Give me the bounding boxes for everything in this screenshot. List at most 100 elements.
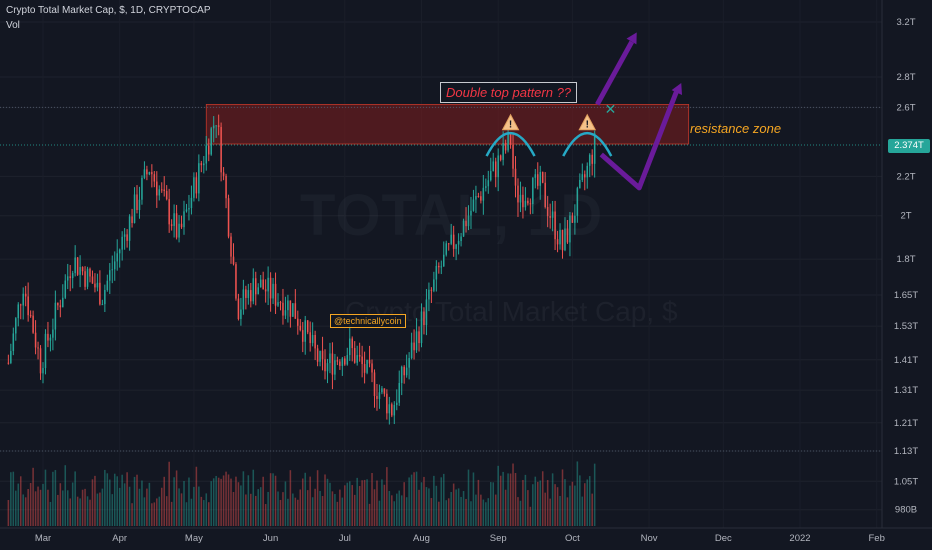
volume-bar (314, 488, 316, 526)
candle-body (371, 363, 373, 373)
volume-bar (502, 471, 504, 526)
candle-body (319, 350, 321, 362)
volume-bar (91, 479, 94, 526)
volume-bar (7, 500, 10, 526)
volume-bar (247, 475, 250, 526)
volume-bar (383, 484, 386, 526)
candle-body (405, 367, 408, 376)
candle-body (84, 271, 86, 287)
volume-bar (588, 476, 591, 526)
candle-body (57, 302, 59, 306)
candle-body (47, 333, 49, 341)
price-tick-label: 1.41T (894, 355, 918, 366)
volume-bar (153, 502, 156, 526)
candle-body (148, 172, 151, 175)
candle-body (225, 175, 227, 199)
candle-body (207, 145, 210, 155)
candle-body (544, 182, 546, 208)
volume-bar (497, 465, 499, 526)
volume-bar (435, 485, 438, 526)
candle-body (81, 267, 84, 272)
volume-bar (539, 480, 542, 526)
candle-body (106, 280, 109, 291)
resistance-label[interactable]: resistance zone (690, 121, 782, 136)
candle-body (376, 396, 378, 399)
volume-bar (551, 473, 554, 526)
price-tick-label: 3.2T (896, 17, 915, 28)
volume-bar (442, 473, 445, 526)
candle-body (522, 194, 524, 208)
candle-body (348, 338, 351, 356)
candle-body (279, 302, 282, 304)
volume-bar (556, 487, 559, 526)
candle-body (34, 332, 37, 348)
volume-bar (331, 491, 334, 526)
volume-bar (173, 477, 175, 526)
candle-body (400, 366, 403, 383)
candle-body (309, 332, 311, 344)
volume-bar (180, 493, 183, 526)
candle-body (450, 234, 452, 244)
volume-bar (29, 482, 32, 526)
volume-bar (292, 493, 294, 526)
warning-triangle (501, 113, 520, 131)
candle-body (178, 223, 180, 238)
volume-bar (17, 483, 20, 526)
candle-body (227, 198, 230, 237)
candle-body (457, 241, 460, 245)
time-tick-label: Mar (35, 533, 51, 544)
volume-bar (485, 502, 487, 526)
candle-body (445, 243, 448, 255)
candle-body (334, 360, 336, 375)
author-handle[interactable]: @technicallycoin (330, 314, 406, 328)
volume-indicator-label[interactable]: Vol (6, 20, 20, 31)
volume-bar (235, 476, 237, 526)
volume-bar (254, 495, 257, 526)
volume-bar (183, 480, 185, 526)
volume-bar (532, 484, 534, 526)
candle-body (490, 171, 492, 181)
volume-bar (237, 482, 240, 526)
volume-bar (546, 480, 549, 526)
price-tick-label: 1.13T (894, 446, 918, 457)
volume-bar (593, 463, 596, 526)
volume-bar (217, 477, 220, 526)
volume-bar (492, 482, 495, 526)
volume-bar (309, 476, 311, 526)
candle-body (442, 254, 445, 267)
candle-body (353, 348, 356, 363)
candle-body (517, 185, 519, 203)
candle-body (297, 318, 299, 326)
candle-body (366, 359, 368, 373)
candle-body (91, 276, 94, 284)
price-tick-label: 2T (900, 211, 911, 222)
candle-body (539, 171, 542, 186)
volume-bar (94, 475, 96, 526)
volume-bar (272, 473, 274, 526)
volume-bar (175, 470, 178, 526)
candle-body (12, 333, 15, 352)
candle-body (470, 210, 472, 216)
volume-bar (480, 494, 482, 526)
candle-body (512, 144, 514, 169)
chart-title[interactable]: Crypto Total Market Cap, $, 1D, CRYPTOCA… (6, 5, 211, 16)
candle-body (591, 154, 593, 164)
candle-body (339, 361, 341, 366)
pattern-callout[interactable]: Double top pattern ?? (440, 82, 578, 103)
candle-body (27, 296, 29, 316)
volume-bar (339, 489, 341, 526)
volume-bar (277, 491, 279, 526)
volume-bar (220, 478, 222, 526)
volume-bar (415, 471, 418, 526)
volume-bar (398, 490, 401, 526)
candle-body (66, 276, 69, 281)
volume-bar (353, 494, 356, 526)
candle-body (549, 216, 551, 218)
candle-body (292, 303, 294, 317)
candle-body (460, 236, 462, 242)
volume-bar (465, 498, 467, 526)
volume-bar (438, 501, 440, 526)
price-tick-label: 1.53T (894, 321, 918, 332)
volume-bar (527, 490, 529, 526)
